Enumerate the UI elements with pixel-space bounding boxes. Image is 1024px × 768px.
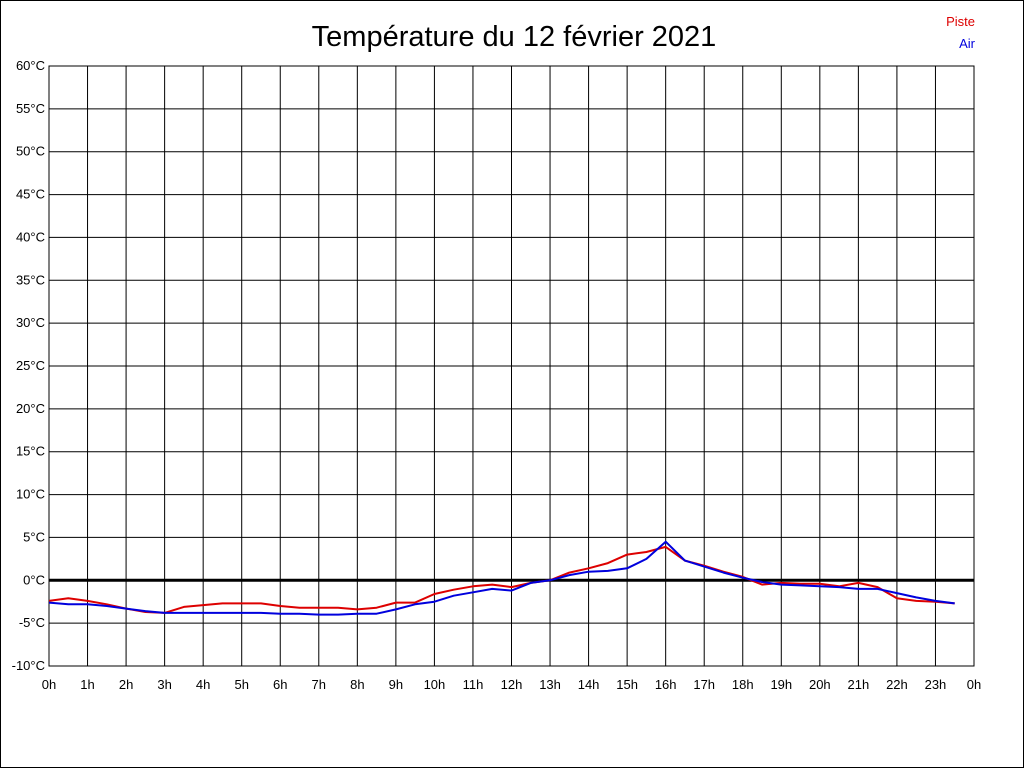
x-tick-label: 20h: [809, 677, 831, 692]
x-tick-label: 16h: [655, 677, 677, 692]
legend: Piste Air: [946, 14, 976, 51]
x-tick-label: 19h: [770, 677, 792, 692]
x-tick-label: 12h: [501, 677, 523, 692]
y-tick-label: -10°C: [12, 658, 45, 673]
x-tick-label: 0h: [42, 677, 56, 692]
x-tick-label: 14h: [578, 677, 600, 692]
y-tick-label: 20°C: [16, 401, 45, 416]
series-line-air: [48, 540, 955, 616]
x-tick-label: 1h: [80, 677, 94, 692]
y-tick-label: 5°C: [23, 529, 45, 544]
x-tick-label: 3h: [157, 677, 171, 692]
x-tick-label: 2h: [119, 677, 133, 692]
x-tick-label: 10h: [424, 677, 446, 692]
x-tick-label: 18h: [732, 677, 754, 692]
x-tick-label: 17h: [693, 677, 715, 692]
y-tick-label: 35°C: [16, 272, 45, 287]
x-tick-label: 8h: [350, 677, 364, 692]
x-tick-label: 4h: [196, 677, 210, 692]
x-tick-label: 22h: [886, 677, 908, 692]
y-axis-ticks: 60°C 55°C 50°C 45°C 40°C 35°C 30°C 25°C 20°C 15°C…: [12, 58, 45, 673]
series-line-piste: [48, 545, 955, 614]
y-tick-label: 50°C: [16, 144, 45, 159]
y-tick-label: 0°C: [23, 572, 45, 587]
y-tick-label: 55°C: [16, 101, 45, 116]
grid: [48, 65, 975, 667]
y-tick-label: 45°C: [16, 187, 45, 202]
x-tick-label: 9h: [389, 677, 403, 692]
y-tick-label: 25°C: [16, 358, 45, 373]
chart-title: Température du 12 février 2021: [312, 21, 717, 53]
x-tick-label: 21h: [848, 677, 870, 692]
plot-border: [48, 65, 975, 667]
series-lines: [48, 540, 955, 616]
x-tick-label: 11h: [463, 677, 484, 692]
y-tick-label: 40°C: [16, 229, 45, 244]
y-tick-label: -5°C: [19, 615, 45, 630]
x-tick-label: 13h: [539, 677, 561, 692]
legend-entry-air: Air: [959, 36, 976, 51]
y-tick-label: 15°C: [16, 444, 45, 459]
y-tick-label: 30°C: [16, 315, 45, 330]
x-tick-label: 23h: [925, 677, 947, 692]
legend-entry-piste: Piste: [946, 14, 975, 29]
x-tick-label: 15h: [616, 677, 638, 692]
y-tick-label: 10°C: [16, 487, 45, 502]
x-tick-label: 5h: [234, 677, 248, 692]
x-tick-label: 0h: [967, 677, 981, 692]
x-axis-ticks: 0h 1h 2h 3h 4h 5h 6h 7h 8h 9h 10h 11h 12h 13h 14h 15h 16…: [42, 677, 981, 692]
x-tick-label: 7h: [312, 677, 326, 692]
x-tick-label: 6h: [273, 677, 287, 692]
y-tick-label: 60°C: [16, 58, 45, 73]
